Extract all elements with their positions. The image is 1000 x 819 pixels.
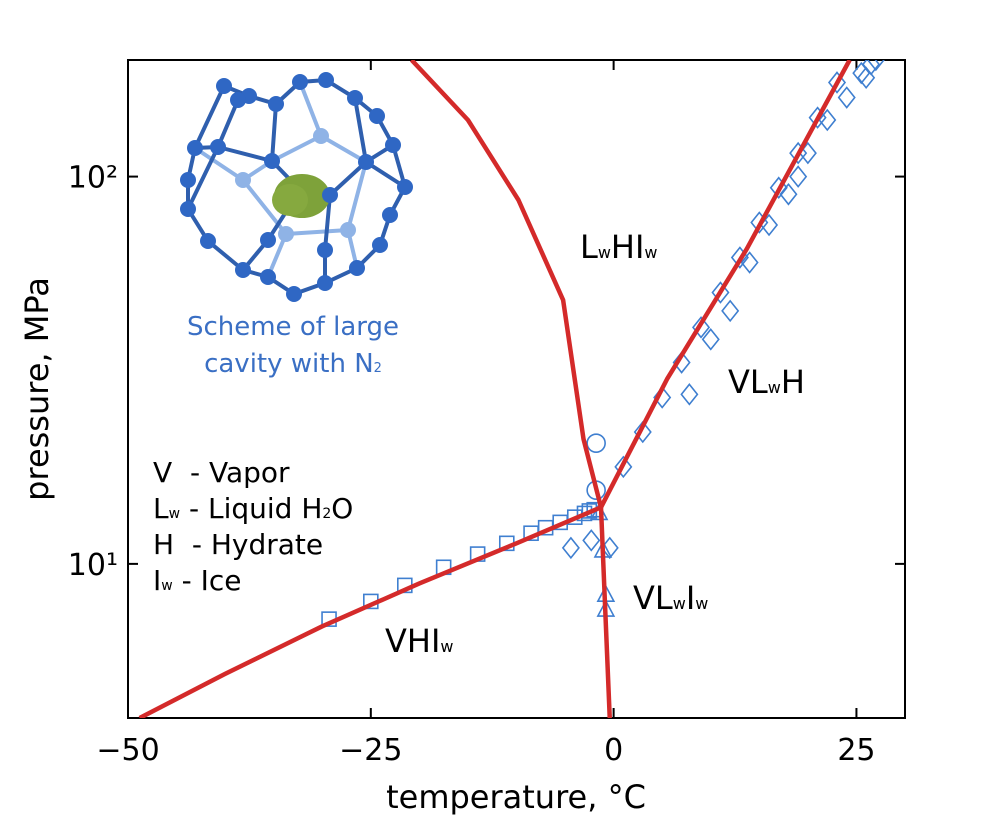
text-part: I <box>686 579 695 617</box>
diamond-marker <box>721 299 740 323</box>
cavity-scheme <box>180 72 413 302</box>
inset-caption: Scheme of large <box>187 312 399 342</box>
subscript: w <box>598 243 611 262</box>
y-tick-label: 10² <box>68 161 118 196</box>
legend-entry: H - Hydrate <box>153 528 323 561</box>
legend-entry: Iw - Ice <box>153 564 242 597</box>
diamond-marker <box>692 316 711 339</box>
text-part: H - Hydrate <box>153 528 323 561</box>
x-axis-label: temperature, °C <box>386 778 646 816</box>
text-part: V - Vapor <box>153 456 290 489</box>
text-part: HI <box>611 228 645 266</box>
y-tick-label: 10¹ <box>68 548 118 583</box>
text-part: O <box>331 492 353 525</box>
text-part: VL <box>728 363 768 401</box>
x-tick-label: −50 <box>96 733 159 768</box>
diamond-marker <box>861 60 881 76</box>
subscript: 2 <box>322 506 331 522</box>
subscript: w <box>169 506 180 522</box>
x-tick-label: 0 <box>604 733 623 768</box>
diamond-marker <box>827 71 847 94</box>
plot-frame <box>127 59 906 719</box>
text-part: L <box>153 492 169 525</box>
region-label: VLwH <box>728 363 805 401</box>
text-part: cavity with N <box>204 349 374 379</box>
subscript: w <box>768 378 781 397</box>
diamond-marker <box>711 281 730 304</box>
region-label: VHIw <box>385 622 453 660</box>
subscript: w <box>644 243 657 262</box>
diamond-marker <box>582 529 601 552</box>
text-part: L <box>580 228 598 266</box>
subscript: w <box>695 594 708 613</box>
text-part: VHI <box>385 622 440 660</box>
phase-line <box>598 60 852 509</box>
inset-caption: cavity with N2 <box>204 349 382 379</box>
plot-area <box>138 60 885 718</box>
text-part: - Liquid H <box>180 492 322 525</box>
diamond-marker <box>789 165 808 188</box>
text-part: Scheme of large <box>187 312 399 342</box>
x-tick-label: −25 <box>339 733 402 768</box>
diamond-marker <box>779 183 798 206</box>
diamond-marker <box>701 328 720 351</box>
diamond-marker <box>672 351 691 374</box>
diamond-marker <box>680 383 699 406</box>
x-tick-label: 25 <box>837 733 875 768</box>
diamond-marker <box>866 60 885 72</box>
circle-marker <box>586 433 606 453</box>
y-axis-label: pressure, MPa <box>18 277 56 501</box>
region-label: LwHIw <box>580 228 658 266</box>
diamond-marker <box>837 86 856 109</box>
phase-line <box>409 60 612 718</box>
subscript: w <box>673 594 686 613</box>
diamond-marker <box>818 108 837 132</box>
text-part: I <box>153 564 161 597</box>
region-label: VLwIw <box>633 579 708 617</box>
phase-line <box>138 505 602 718</box>
diamond-marker <box>740 251 759 274</box>
text-part: VL <box>633 579 673 617</box>
diamond-marker <box>614 455 633 479</box>
legend-entry: V - Vapor <box>153 456 290 489</box>
legend-entry: Lw - Liquid H2O <box>153 492 353 525</box>
subscript: 2 <box>374 361 382 376</box>
subscript: w <box>440 637 453 656</box>
subscript: w <box>161 578 172 594</box>
text-part: - Ice <box>173 564 242 597</box>
diamond-marker <box>633 420 652 444</box>
text-part: H <box>781 363 805 401</box>
diamond-marker <box>561 536 580 560</box>
